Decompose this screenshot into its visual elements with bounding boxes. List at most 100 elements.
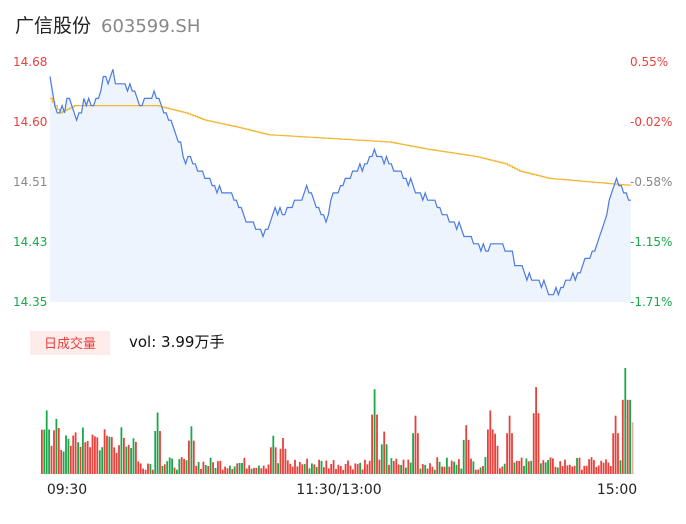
volume-bar xyxy=(91,434,94,474)
volume-bar xyxy=(400,464,402,474)
volume-bar xyxy=(373,389,376,474)
volume-bar xyxy=(323,467,325,474)
volume-bar xyxy=(176,469,178,474)
volume-bar xyxy=(600,460,603,474)
time-tick-label: 09:30 xyxy=(47,482,87,498)
volume-bar xyxy=(108,436,111,474)
volume-bar xyxy=(472,461,475,474)
volume-bar xyxy=(79,446,82,474)
volume-bar xyxy=(508,415,511,474)
volume-bar xyxy=(62,451,65,474)
volume-bar xyxy=(593,460,595,474)
volume-bar xyxy=(217,461,219,474)
volume-bar xyxy=(566,465,569,474)
volume-bar xyxy=(219,460,222,474)
volume-bar xyxy=(60,450,63,474)
volume-bar xyxy=(320,460,323,474)
volume-bar xyxy=(195,465,198,474)
volume-bar xyxy=(441,466,443,474)
volume-bar xyxy=(462,439,465,474)
volume-bar xyxy=(527,461,530,474)
volume-bar xyxy=(530,460,533,474)
volume-bar xyxy=(284,448,287,474)
volume-bar xyxy=(77,442,79,474)
volume-bar xyxy=(171,458,173,474)
volume-bar xyxy=(446,457,448,474)
volume-bar xyxy=(221,469,224,474)
volume-bar xyxy=(368,460,371,474)
volume-bar xyxy=(597,465,600,474)
volume-bar xyxy=(327,468,330,474)
volume-bar xyxy=(82,427,84,474)
volume-bar xyxy=(356,464,359,474)
volume-bar xyxy=(190,426,193,474)
volume-bar xyxy=(74,432,77,474)
volume-bar xyxy=(245,468,248,474)
volume-bar xyxy=(132,438,135,474)
volume-bar xyxy=(361,469,364,474)
volume-bar xyxy=(339,466,342,474)
volume-bar xyxy=(67,438,70,474)
left-tick-label: 14.43 xyxy=(13,235,47,249)
volume-bar xyxy=(515,460,518,474)
volume-bar xyxy=(303,463,306,474)
volume-bar xyxy=(110,437,113,474)
left-axis: 14.68 14.60 14.51 14.43 14.35 xyxy=(13,55,47,309)
volume-bar xyxy=(291,466,294,474)
volume-bar xyxy=(378,459,381,474)
volume-bar xyxy=(202,461,205,474)
volume-bar xyxy=(282,438,284,474)
volume-bar xyxy=(609,466,612,474)
volume-bar xyxy=(94,436,96,474)
volume-bar xyxy=(578,457,581,474)
volume-readout: vol: 3.99万手 xyxy=(129,333,224,351)
volume-bar xyxy=(214,467,217,474)
volume-bar xyxy=(477,469,480,474)
volume-bar xyxy=(45,410,48,474)
time-axis: 09:30 11:30/13:00 15:00 xyxy=(47,482,637,498)
volume-bar xyxy=(549,457,552,474)
right-tick-label: -0.02% xyxy=(630,115,672,129)
volume-bar xyxy=(347,460,349,474)
volume-bar xyxy=(301,464,304,474)
volume-bar xyxy=(135,441,137,474)
volume-bar xyxy=(535,387,537,474)
volume-bar xyxy=(294,459,296,474)
volume-bar xyxy=(588,459,590,474)
volume-bar xyxy=(315,466,318,474)
volume-bar xyxy=(125,446,128,474)
volume-bar xyxy=(482,466,484,474)
volume-bar xyxy=(258,465,260,474)
volume-bar xyxy=(272,435,275,474)
right-tick-label: 0.55% xyxy=(630,55,668,69)
volume-bar xyxy=(511,433,513,474)
volume-bar xyxy=(180,457,183,474)
volume-bar xyxy=(296,466,299,474)
left-tick-label: 14.35 xyxy=(13,295,47,309)
volume-bar xyxy=(342,469,345,474)
volume-bar xyxy=(380,444,383,474)
volume-bar xyxy=(544,462,547,474)
price-line xyxy=(49,69,631,297)
volume-bar xyxy=(238,463,241,474)
volume-bar xyxy=(614,415,617,474)
average-price-line xyxy=(50,97,632,186)
left-tick-label: 14.51 xyxy=(13,175,47,189)
volume-bar xyxy=(270,447,272,474)
volume-bar xyxy=(89,447,91,474)
volume-bar xyxy=(417,433,419,474)
volume-bar xyxy=(619,460,622,474)
volume-bar xyxy=(48,429,50,474)
volume-bar xyxy=(43,429,46,474)
volume-bar xyxy=(286,460,289,474)
volume-bar xyxy=(115,452,118,474)
volume-bar xyxy=(183,459,185,474)
volume-bar xyxy=(585,465,588,474)
volume-bar xyxy=(612,433,615,474)
volume-bar xyxy=(209,457,212,474)
volume-bar xyxy=(376,414,378,474)
volume-bar xyxy=(542,460,545,474)
volume-bar xyxy=(137,461,140,474)
volume-bar xyxy=(385,444,388,474)
volume-bar xyxy=(231,469,234,474)
